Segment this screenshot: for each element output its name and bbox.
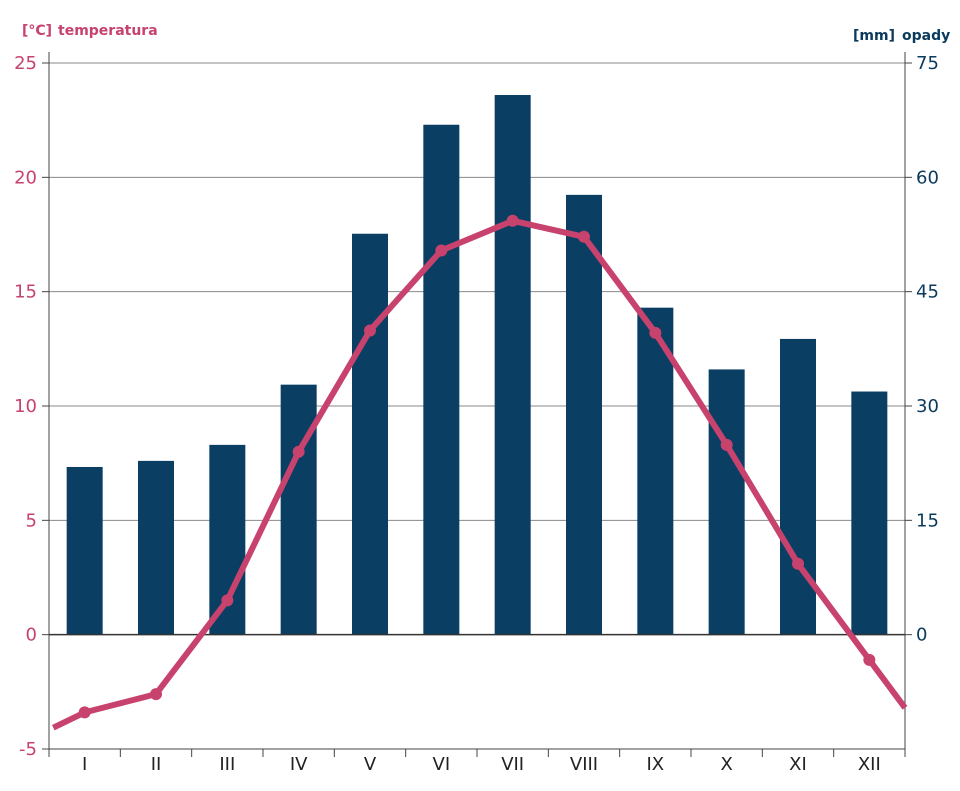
precipitation-bars xyxy=(66,95,888,635)
right-axis-unit: [mm] xyxy=(853,28,895,44)
temp-point-IV xyxy=(292,445,305,458)
month-label: VIII xyxy=(570,754,598,775)
bar-X xyxy=(708,369,745,635)
left-tick-label: 25 xyxy=(14,53,37,74)
bar-VIII xyxy=(566,194,602,635)
temp-point-VII xyxy=(506,214,519,227)
right-tick-label: 15 xyxy=(916,510,939,531)
right-tick-label: 60 xyxy=(916,167,939,188)
month-label: V xyxy=(364,754,377,775)
left-tick-label: -5 xyxy=(19,739,37,760)
right-axis-label: opady xyxy=(902,28,950,44)
bar-XI xyxy=(780,338,816,635)
bar-II xyxy=(138,460,174,635)
month-label: VII xyxy=(501,754,524,775)
right-tick-label: 45 xyxy=(916,282,939,303)
temp-point-XI xyxy=(792,557,804,570)
temp-point-VI xyxy=(435,244,448,257)
temp-point-XII xyxy=(863,653,876,666)
month-label: VI xyxy=(433,754,451,775)
month-label: IX xyxy=(647,754,665,775)
temp-point-IX xyxy=(649,326,662,339)
month-label: II xyxy=(151,754,162,775)
left-tick-label: 10 xyxy=(14,396,37,417)
bar-VI xyxy=(423,124,460,635)
temp-point-V xyxy=(364,324,376,337)
month-label: XI xyxy=(789,754,807,775)
right-tick-label: 75 xyxy=(916,53,939,74)
temp-point-VIII xyxy=(578,230,590,243)
temp-point-X xyxy=(720,438,733,451)
left-tick-label: 0 xyxy=(26,625,37,646)
month-label: III xyxy=(219,754,235,775)
month-label: IV xyxy=(290,754,308,775)
bar-VII xyxy=(494,95,531,635)
left-axis-unit: [°C] xyxy=(22,23,52,39)
temp-point-I xyxy=(78,706,91,719)
right-tick-label: 0 xyxy=(916,625,927,646)
month-label: I xyxy=(82,754,87,775)
month-label: XII xyxy=(858,754,881,775)
right-tick-label: 30 xyxy=(916,396,939,417)
month-label: X xyxy=(720,754,732,775)
bar-XII xyxy=(851,391,888,635)
left-axis-label: temperatura xyxy=(58,23,158,39)
gridlines xyxy=(49,62,905,521)
bar-IX xyxy=(637,307,674,635)
left-tick-label: 15 xyxy=(14,282,37,303)
temperature-polyline xyxy=(51,217,908,731)
temp-point-II xyxy=(150,688,162,701)
left-tick-label: 20 xyxy=(14,167,37,188)
left-tick-label: 5 xyxy=(26,510,37,531)
axes xyxy=(42,52,912,757)
bar-I xyxy=(66,466,103,635)
temperature-line xyxy=(51,214,908,731)
axis-headers: [°C] temperatura [mm] opady xyxy=(22,23,950,44)
bar-IV xyxy=(280,384,317,635)
temp-point-III xyxy=(221,594,234,607)
bar-V xyxy=(352,233,388,635)
